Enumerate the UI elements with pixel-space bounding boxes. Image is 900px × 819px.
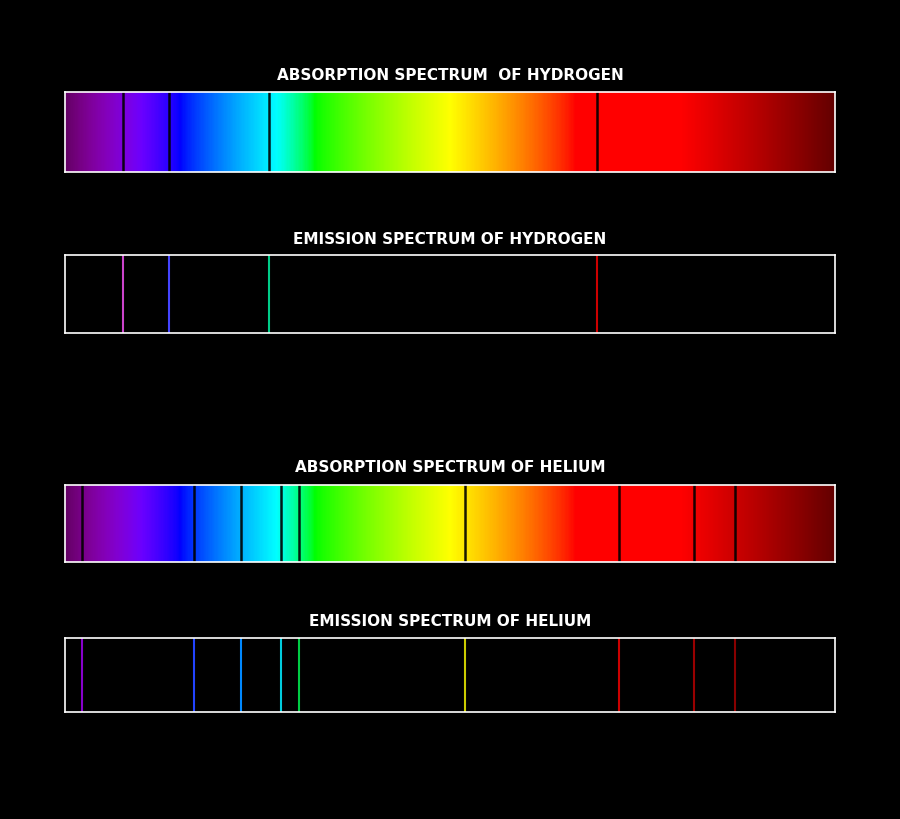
Text: EMISSION SPECTRUM OF HYDROGEN: EMISSION SPECTRUM OF HYDROGEN [293, 233, 607, 247]
Text: ABSORPTION SPECTRUM  OF HYDROGEN: ABSORPTION SPECTRUM OF HYDROGEN [276, 67, 624, 83]
Text: ABSORPTION SPECTRUM OF HELIUM: ABSORPTION SPECTRUM OF HELIUM [295, 460, 605, 476]
Text: EMISSION SPECTRUM OF HELIUM: EMISSION SPECTRUM OF HELIUM [309, 613, 591, 628]
